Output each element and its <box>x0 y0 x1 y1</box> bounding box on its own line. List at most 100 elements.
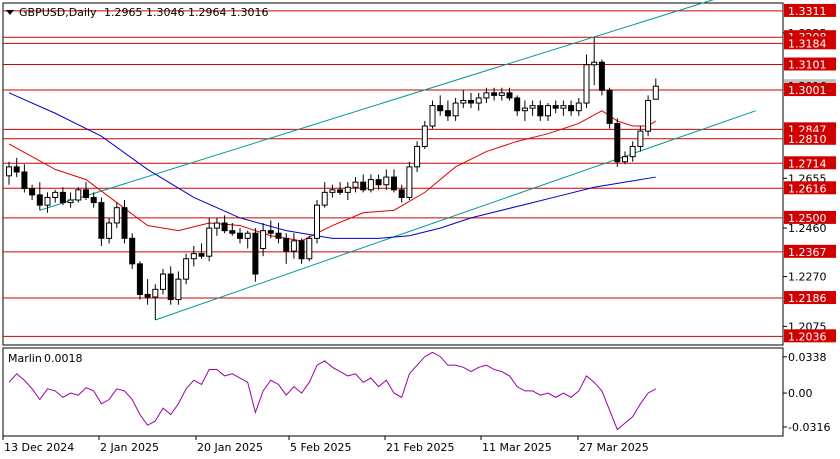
candle-body <box>491 92 498 96</box>
candle-body <box>98 202 105 239</box>
time-tick-label: 27 Mar 2025 <box>579 441 649 454</box>
candle-body <box>298 240 305 260</box>
price-tick-label: 1.2270 <box>788 271 827 284</box>
candle <box>67 192 74 208</box>
candle <box>29 184 36 201</box>
candle <box>6 161 12 185</box>
channel-line-lower <box>155 110 757 321</box>
candle-body <box>175 278 182 301</box>
candle <box>36 182 43 211</box>
candle-body <box>198 253 205 257</box>
candle-body <box>337 189 344 193</box>
candle-body <box>144 293 151 298</box>
level-label-box <box>784 244 836 258</box>
oscillator-pane[interactable] <box>2 347 784 437</box>
candle <box>175 271 182 305</box>
candle-body <box>52 191 59 198</box>
candle-body <box>606 89 613 124</box>
candle <box>13 157 20 178</box>
candle <box>144 279 151 305</box>
candle-body <box>75 189 82 201</box>
candle-body <box>622 156 628 163</box>
candle-body <box>83 189 89 198</box>
candle <box>44 192 51 213</box>
candle <box>591 37 598 86</box>
indicator-name: Marlin <box>8 352 42 365</box>
candle <box>306 235 313 262</box>
candle <box>568 100 575 116</box>
indicator-value: 0.0018 <box>44 352 83 365</box>
candle-body <box>167 273 174 301</box>
candle-body <box>514 97 521 112</box>
candle <box>329 184 336 198</box>
candle <box>537 100 544 121</box>
candle-body <box>575 102 582 112</box>
collapse-triangle-icon[interactable] <box>6 10 14 15</box>
candle-body <box>29 188 36 196</box>
candle <box>383 169 390 190</box>
candle-body <box>483 92 490 99</box>
candle-body <box>44 196 51 206</box>
candle-body <box>398 189 405 198</box>
candle-body <box>344 186 351 193</box>
candle <box>575 97 582 116</box>
candle <box>129 233 136 269</box>
candle-body <box>67 199 74 204</box>
candle <box>152 284 159 320</box>
level-label-box <box>784 329 836 343</box>
candle-body <box>468 99 474 104</box>
candle <box>337 182 344 195</box>
osc-tick-label: -0.0316 <box>788 421 830 434</box>
candle-body <box>552 105 559 109</box>
candle <box>314 200 320 244</box>
candle <box>167 266 174 305</box>
level-label: 1.3184 <box>788 37 827 50</box>
candle <box>483 87 490 104</box>
osc-tick-label: 0.0338 <box>788 351 827 364</box>
candle-body <box>190 253 197 260</box>
ma-slow-line <box>8 92 656 239</box>
level-label: 1.3001 <box>788 84 827 97</box>
main-pane[interactable] <box>2 2 784 346</box>
time-axis: 13 Dec 2024 2 Jan 2025 20 Jan 2025 5 Feb 20… <box>2 436 649 454</box>
level-label-box <box>784 291 836 305</box>
candle <box>637 126 644 152</box>
candle-body <box>414 145 421 168</box>
level-label-box <box>784 83 836 97</box>
candle-body <box>252 232 259 275</box>
candle <box>190 245 197 267</box>
candle <box>229 223 236 236</box>
candle <box>622 151 628 165</box>
level-label: 1.2367 <box>788 246 827 259</box>
candle-body <box>21 171 28 190</box>
candle-body <box>183 258 190 280</box>
candle-body <box>521 107 528 112</box>
candle-body <box>237 232 243 239</box>
level-label-box <box>784 36 836 50</box>
candle-body <box>59 191 66 204</box>
candle <box>629 141 636 162</box>
level-label-box <box>784 3 836 17</box>
candle <box>391 169 397 193</box>
candle-body <box>629 145 636 158</box>
candle-body <box>290 240 297 252</box>
candle <box>75 187 82 203</box>
trend-channel <box>39 0 757 321</box>
candle-body <box>121 207 128 239</box>
candle-body <box>136 263 143 295</box>
horizontal-levels <box>3 10 783 337</box>
level-label-box <box>784 210 836 224</box>
candle <box>360 174 367 193</box>
candle-body <box>213 222 220 229</box>
candle <box>90 192 97 208</box>
candle <box>491 87 498 101</box>
candle-body <box>645 99 652 132</box>
candle-body <box>598 61 605 91</box>
candle <box>375 174 382 190</box>
candle <box>136 261 143 300</box>
candle <box>614 118 621 167</box>
candle <box>283 233 290 264</box>
level-label: 1.2810 <box>788 133 827 146</box>
candle-body <box>36 194 43 206</box>
